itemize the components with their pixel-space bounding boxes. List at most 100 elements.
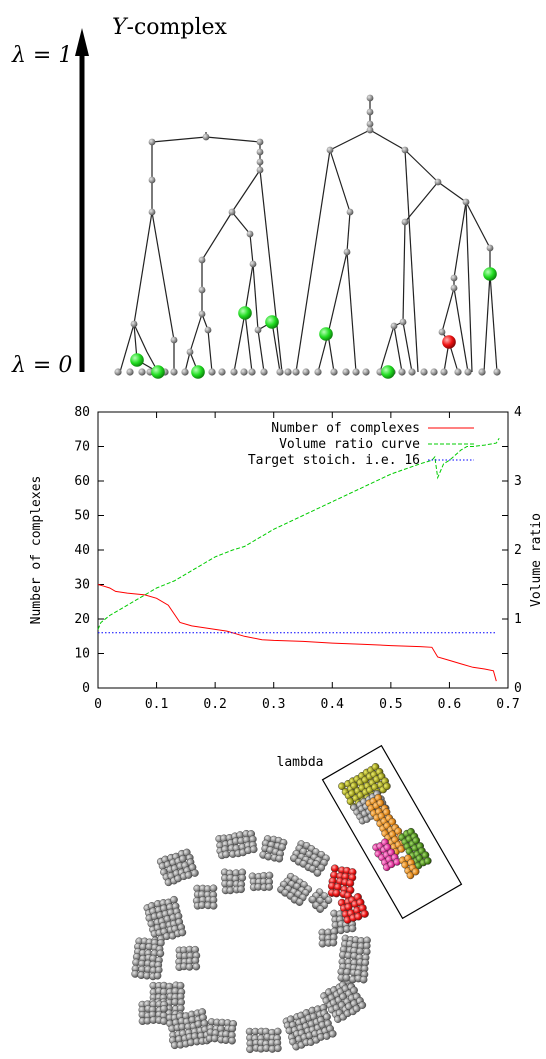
tree-leaf	[208, 368, 216, 376]
y-axis-right: 0 1 2 3 4	[502, 405, 522, 696]
tree-leaf	[330, 368, 338, 376]
y-tick-label: 40	[74, 543, 90, 558]
tree-node	[254, 326, 262, 334]
ball-cluster	[318, 927, 339, 948]
y2-tick-label: 4	[514, 405, 522, 420]
legend-label-1: Volume ratio curve	[279, 437, 420, 452]
ball-cluster	[282, 1003, 337, 1051]
ball-cluster	[205, 1018, 238, 1045]
x-axis: 0 0.1 0.2 0.3 0.4 0.5 0.6 0.7	[94, 412, 520, 712]
tree-leaf	[342, 368, 350, 376]
y2-tick-label: 0	[514, 681, 522, 696]
tree-leaf	[138, 368, 146, 376]
tree-title: Y-complex	[112, 15, 228, 40]
tree-leaf	[362, 368, 370, 376]
tree-leaf	[260, 368, 268, 376]
highlighted-node	[483, 267, 497, 281]
x-tick-label: 0.1	[145, 697, 168, 712]
tree-leaf	[170, 368, 178, 376]
tree-node	[438, 328, 446, 336]
x-tick-label: 0.5	[379, 697, 402, 712]
ball-cluster	[166, 1008, 211, 1050]
ball-cluster	[290, 840, 330, 877]
ball-cluster	[372, 838, 401, 872]
tree-node	[256, 138, 264, 146]
tree-node	[366, 94, 374, 102]
tree-node	[399, 318, 407, 326]
y2-tick-label: 2	[514, 543, 522, 558]
tree-leaf	[284, 368, 292, 376]
tree-node	[450, 274, 458, 282]
inset-subunit	[338, 763, 432, 880]
x-tick-label: 0.2	[203, 697, 226, 712]
tree-node	[390, 322, 398, 330]
tree-leaf	[114, 368, 122, 376]
tree-leaf	[478, 368, 486, 376]
tree-node	[366, 126, 374, 134]
tree-leaf	[430, 368, 438, 376]
legend-label-0: Number of complexes	[271, 421, 420, 436]
tree-node	[186, 348, 194, 356]
highlighted-node	[130, 353, 144, 367]
tree-node	[249, 260, 257, 268]
y2-tick-label: 1	[514, 612, 522, 627]
tree-node	[148, 138, 156, 146]
y-tick-label: 70	[74, 440, 90, 455]
y-tick-label: 10	[74, 647, 90, 662]
tree-leaf	[352, 368, 360, 376]
tree-node	[401, 146, 409, 154]
lambda-bottom-label: λ = 0	[11, 353, 72, 378]
y2-axis-label: Volume ratio	[529, 513, 544, 607]
complexes-chart: 0 10 20 30 40 50 60 70 80 0 1 2 3 4 0 0.1 0.2 0.3 0.4 0.5…	[29, 405, 544, 770]
inset-box	[321, 744, 463, 920]
x-tick-label: 0	[94, 697, 102, 712]
tree-node	[204, 326, 212, 334]
ball-cluster	[245, 1027, 282, 1054]
y2-tick-label: 3	[514, 474, 522, 489]
tree-node	[202, 133, 210, 141]
x-tick-label: 0.6	[438, 697, 461, 712]
highlighted-node	[319, 327, 333, 341]
tree-node	[450, 284, 458, 292]
tree-node	[434, 178, 442, 186]
tree-leaf	[314, 368, 322, 376]
series-line-1	[97, 437, 500, 630]
highlighted-node	[191, 365, 205, 379]
tree-node	[366, 108, 374, 116]
tree-node	[170, 336, 178, 344]
legend-label-2: Target stoich. i.e. 16	[248, 453, 420, 468]
tree-node	[198, 256, 206, 264]
ball-cluster	[192, 884, 218, 910]
tree-node	[462, 198, 470, 206]
tree-leaf	[454, 368, 462, 376]
x-tick-label: 0.4	[321, 697, 345, 712]
y-tick-label: 0	[82, 681, 90, 696]
series-line-0	[97, 584, 497, 682]
tree-node	[256, 158, 264, 166]
ball-cluster	[138, 1000, 168, 1025]
x-axis-label: lambda	[277, 755, 324, 770]
tree-leaf	[302, 368, 310, 376]
tree-node	[256, 166, 264, 174]
ball-cluster	[143, 895, 187, 945]
tree-node	[148, 208, 156, 216]
tree-leaf	[464, 368, 472, 376]
tree-node	[401, 218, 409, 226]
highlighted-node	[238, 306, 252, 320]
red-subcomplex	[327, 864, 369, 924]
selected-node	[442, 335, 456, 349]
lambda-top-label: λ = 1	[11, 43, 72, 68]
tree-leaf	[181, 368, 189, 376]
ball-cluster	[398, 854, 420, 880]
tree-leaf	[126, 368, 134, 376]
tree-leaf	[276, 368, 284, 376]
tree-node	[198, 286, 206, 294]
tree-nodes	[114, 94, 501, 379]
ball-cluster	[215, 829, 258, 860]
tree-node	[228, 208, 236, 216]
ball-cluster	[320, 977, 367, 1023]
ball-cluster	[337, 934, 371, 984]
grey-ring-complex	[131, 829, 371, 1054]
complex-tree-panel: Y-complex λ = 1 λ = 0	[11, 15, 501, 379]
